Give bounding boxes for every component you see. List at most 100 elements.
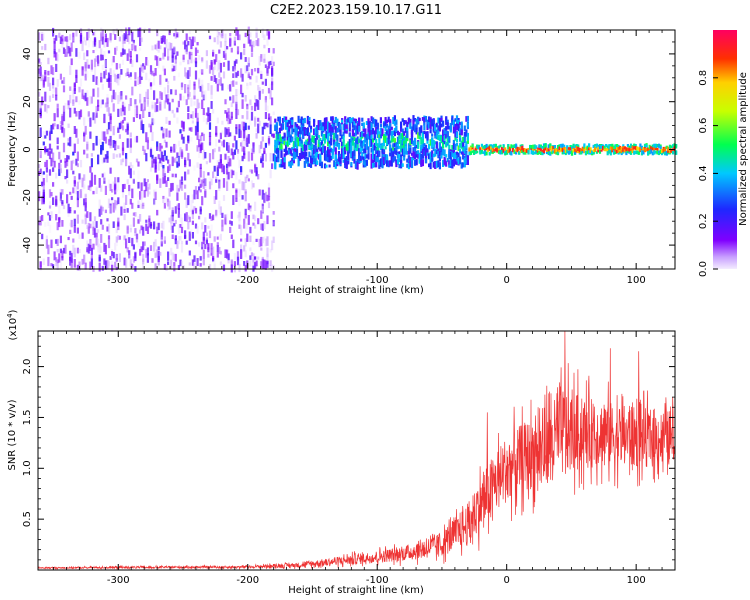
spectrogram-cell xyxy=(336,141,339,147)
spectrogram-cell xyxy=(58,205,61,214)
spectrogram-cell xyxy=(123,117,126,121)
spectrogram-cell xyxy=(417,118,420,123)
spectrogram-cell xyxy=(66,169,69,178)
spectrogram-cell xyxy=(292,144,295,152)
spectrogram-cell xyxy=(139,67,142,78)
spectrogram-cell xyxy=(208,141,212,146)
spectrogram-cell xyxy=(230,111,233,118)
spectrogram-cell xyxy=(254,262,257,269)
spectrogram-cell xyxy=(42,131,45,140)
spectrogram-cell xyxy=(665,150,668,155)
spectrogram-cell xyxy=(84,92,87,102)
spectrogram-cell xyxy=(295,152,299,157)
spectrogram-cell xyxy=(156,56,159,66)
spectrogram-cell xyxy=(222,50,226,58)
spectrogram-cell xyxy=(263,34,266,40)
spectrogram-cell xyxy=(302,119,305,124)
spectrogram-cell xyxy=(135,233,139,243)
spectrogram-cell xyxy=(89,166,92,173)
spectrogram-cell xyxy=(550,150,553,155)
spectrogram-cell xyxy=(285,150,288,156)
spectrogram-cell xyxy=(132,117,135,122)
spectrogram-cell xyxy=(339,123,342,130)
spectrogram-cell xyxy=(125,95,128,100)
spectrogram-cell xyxy=(480,149,483,154)
spectrogram-cell xyxy=(230,264,233,273)
spectrogram-cell xyxy=(103,172,106,182)
spectrogram-cell xyxy=(616,149,619,154)
spectrogram-cell xyxy=(100,100,103,109)
spectrogram-cell xyxy=(177,156,180,164)
spectrogram-cell xyxy=(153,221,156,230)
spectrogram-cell xyxy=(661,148,664,154)
spectrogram-cell xyxy=(97,154,100,165)
spectrogram-cell xyxy=(452,145,455,154)
spectrogram-cell xyxy=(52,167,55,172)
spectrogram-cell xyxy=(219,41,222,48)
spectrogram-cell xyxy=(254,201,257,211)
spectrogram-cell xyxy=(176,33,179,38)
spectrogram-cell xyxy=(586,150,589,155)
spectrogram-cell xyxy=(70,42,73,52)
spectrogram-cell xyxy=(135,114,139,118)
spectrogram-cell xyxy=(224,53,227,60)
spectrogram-cell xyxy=(171,156,174,167)
spectrogram-cell xyxy=(120,121,123,129)
spectrogram-cell xyxy=(114,202,117,211)
spectrogram-cell xyxy=(199,141,202,145)
spectrogram-cell xyxy=(129,72,132,77)
spectrogram-cell xyxy=(145,223,148,231)
spectrogram-cell xyxy=(45,104,48,114)
spectrogram-cell xyxy=(331,148,334,155)
x-tick-label: 100 xyxy=(627,275,646,286)
spectrogram-cell xyxy=(249,39,252,47)
spectrogram-cell xyxy=(163,87,166,97)
spectrogram-cell xyxy=(261,223,264,231)
spectrogram-cell xyxy=(78,111,81,120)
spectrogram-cell xyxy=(160,151,163,161)
spectrogram-cell xyxy=(64,102,67,110)
spectrogram-cell xyxy=(177,224,180,234)
spectrogram-cell xyxy=(437,160,440,168)
spectrogram-cell xyxy=(339,153,342,158)
spectrogram-cell xyxy=(142,241,145,251)
spectrogram-cell xyxy=(249,247,252,252)
spectrogram-cell xyxy=(190,39,193,50)
spectrogram-cell xyxy=(336,134,339,141)
spectrogram-cell xyxy=(180,151,184,158)
spectrogram-cell xyxy=(159,95,162,104)
spectrogram-cell xyxy=(58,32,61,38)
spectrogram-cell xyxy=(474,146,477,150)
spectrogram-cell xyxy=(345,128,348,134)
spectrogram-cell xyxy=(567,150,570,155)
spectrogram-cell xyxy=(153,241,156,252)
spectrogram-cell xyxy=(316,132,319,137)
spectrogram-cell xyxy=(283,116,286,123)
spectrogram-cell xyxy=(640,151,643,156)
spectrogram-cell xyxy=(174,89,177,96)
spectrogram-cell xyxy=(410,136,414,144)
spectrogram-cell xyxy=(165,128,168,138)
spectrogram-cell xyxy=(179,179,182,188)
spectrogram-cell xyxy=(493,144,496,148)
spectrogram-cell xyxy=(182,41,185,45)
spectrogram-cell xyxy=(271,240,274,251)
spectrogram-cell xyxy=(59,188,62,193)
spectrogram-cell xyxy=(435,129,438,135)
spectrogram-cell xyxy=(76,163,79,168)
spectrogram-cell xyxy=(129,198,132,205)
spectrogram-cell xyxy=(170,215,173,224)
spectrogram-cell xyxy=(162,158,165,162)
spectrogram-cell xyxy=(191,213,194,220)
spectrogram-cell xyxy=(292,141,295,147)
spectrogram-cell xyxy=(311,149,314,156)
spectrogram-cell xyxy=(671,144,675,149)
spectrogram-cell xyxy=(249,205,252,209)
spectrogram-cell xyxy=(555,147,558,153)
spectrogram-cell xyxy=(651,144,654,149)
spectrogram-cell xyxy=(406,158,409,163)
spectrogram-cell xyxy=(61,220,64,227)
spectrogram-cell xyxy=(55,214,58,221)
spectrogram-cell xyxy=(302,144,305,152)
spectrogram-cell xyxy=(41,34,44,41)
